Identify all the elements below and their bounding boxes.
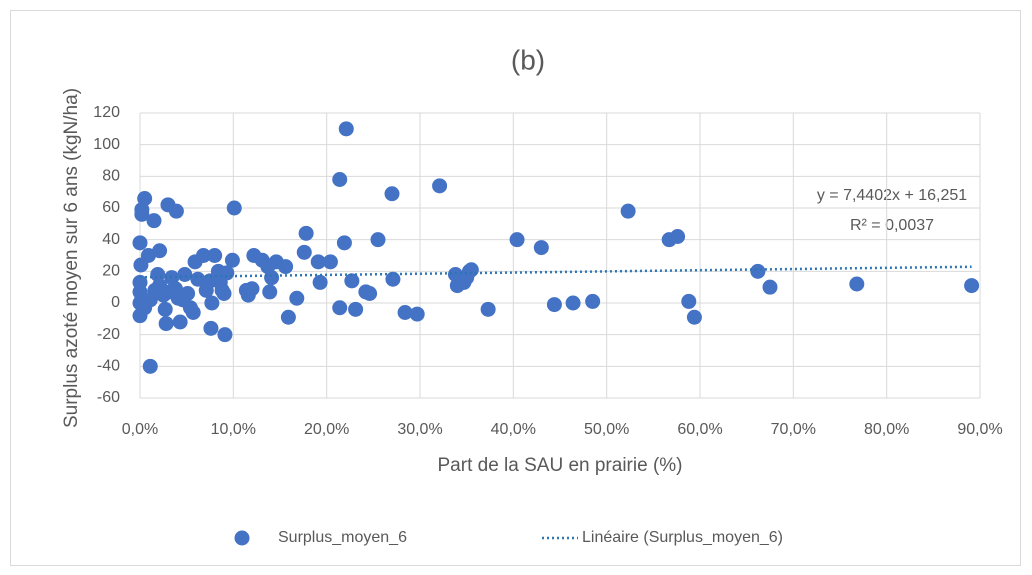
point — [620, 203, 636, 219]
point — [244, 281, 260, 297]
point — [348, 301, 364, 317]
trend-equation: y = 7,4402x + 16,251 — [817, 187, 967, 204]
chart-title: (b) — [511, 44, 545, 75]
point — [849, 276, 865, 292]
point — [565, 295, 581, 311]
point — [385, 271, 401, 287]
point — [338, 121, 354, 137]
point — [226, 200, 242, 216]
point — [216, 286, 232, 301]
y-tick-label: 80 — [102, 168, 120, 185]
point — [185, 305, 201, 320]
point — [152, 243, 168, 259]
point — [177, 267, 193, 282]
point — [157, 301, 173, 317]
point — [762, 279, 778, 295]
point — [409, 306, 425, 322]
point — [217, 327, 233, 343]
point — [204, 295, 220, 311]
point — [432, 178, 448, 194]
x-tick-label: 90,0% — [957, 421, 1002, 438]
point — [585, 293, 601, 309]
point — [964, 278, 980, 294]
point — [137, 191, 153, 206]
point — [280, 309, 296, 325]
point — [158, 316, 174, 332]
point — [296, 244, 312, 260]
legend-label: Linéaire (Surplus_moyen_6) — [582, 529, 783, 546]
point — [132, 235, 148, 251]
point — [195, 248, 211, 263]
point — [463, 262, 479, 278]
y-tick-label: 100 — [93, 136, 120, 153]
point — [289, 290, 305, 306]
point — [480, 301, 496, 317]
y-tick-label: -20 — [97, 326, 120, 343]
point — [384, 186, 400, 202]
point — [224, 252, 240, 268]
point — [546, 297, 562, 313]
y-tick-label: 40 — [102, 231, 120, 248]
legend-marker — [234, 530, 250, 546]
x-tick-label: 20,0% — [304, 421, 349, 438]
point — [262, 284, 278, 300]
trend-r2: R² = 0,0037 — [850, 217, 934, 234]
x-tick-label: 80,0% — [864, 421, 909, 438]
point — [150, 267, 166, 282]
x-tick-label: 40,0% — [491, 421, 536, 438]
point — [140, 248, 156, 263]
y-tick-label: -60 — [97, 389, 120, 406]
point — [322, 254, 338, 270]
y-tick-label: 0 — [111, 294, 120, 311]
y-tick-label: 120 — [93, 104, 120, 121]
point — [298, 225, 314, 241]
point — [533, 240, 549, 256]
point — [264, 270, 280, 286]
x-tick-label: 0,0% — [122, 421, 158, 438]
point — [332, 172, 348, 187]
point — [332, 300, 348, 316]
legend-label: Surplus_moyen_6 — [278, 529, 407, 546]
point — [203, 320, 219, 336]
x-axis-label: Part de la SAU en prairie (%) — [438, 455, 683, 476]
point — [168, 203, 184, 219]
point — [362, 286, 378, 301]
point — [142, 358, 158, 374]
y-tick-label: 20 — [102, 263, 120, 280]
x-tick-label: 60,0% — [677, 421, 722, 438]
point — [180, 286, 196, 301]
point — [670, 229, 686, 244]
point — [336, 235, 352, 251]
x-tick-label: 30,0% — [397, 421, 442, 438]
point — [312, 274, 328, 290]
point — [146, 213, 162, 229]
x-tick-label: 50,0% — [584, 421, 629, 438]
trendline — [139, 265, 972, 279]
point — [397, 305, 413, 320]
point — [750, 263, 766, 279]
y-tick-label: 60 — [102, 199, 120, 216]
point — [278, 259, 294, 275]
point — [686, 309, 702, 325]
point — [207, 248, 223, 263]
point — [681, 293, 697, 309]
point — [509, 232, 525, 248]
point — [370, 232, 386, 248]
x-tick-label: 10,0% — [211, 421, 256, 438]
x-tick-label: 70,0% — [771, 421, 816, 438]
y-tick-label: -40 — [97, 358, 120, 375]
point — [344, 273, 360, 289]
point — [310, 254, 326, 270]
point — [172, 314, 188, 330]
y-axis-label: Surplus azoté moyen sur 6 ans (kgN/ha) — [61, 88, 82, 428]
